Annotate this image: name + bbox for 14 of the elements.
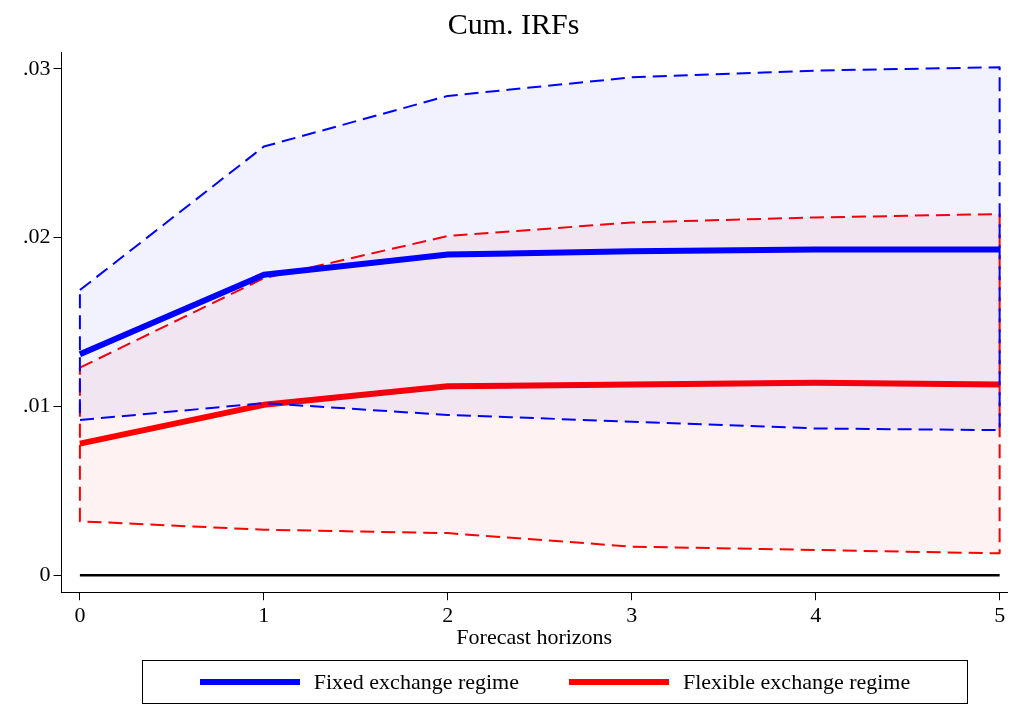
y-tick-label: .01 <box>23 392 51 418</box>
x-tick-label: 2 <box>442 602 454 628</box>
x-tick-label: 5 <box>994 602 1006 628</box>
y-tick-label: 0 <box>39 561 51 587</box>
x-tick-label: 1 <box>258 602 270 628</box>
legend-label: Flexible exchange regime <box>683 669 911 695</box>
y-tick-label: .02 <box>23 223 51 249</box>
legend-label: Fixed exchange regime <box>313 669 519 695</box>
x-tick-label: 3 <box>626 602 638 628</box>
x-tick-label: 4 <box>810 602 822 628</box>
x-axis-title: Forecast horizons <box>456 623 613 649</box>
y-tick-label: .03 <box>23 54 51 80</box>
x-tick-label: 0 <box>74 602 86 628</box>
chart-title: Cum. IRFs <box>447 6 580 40</box>
